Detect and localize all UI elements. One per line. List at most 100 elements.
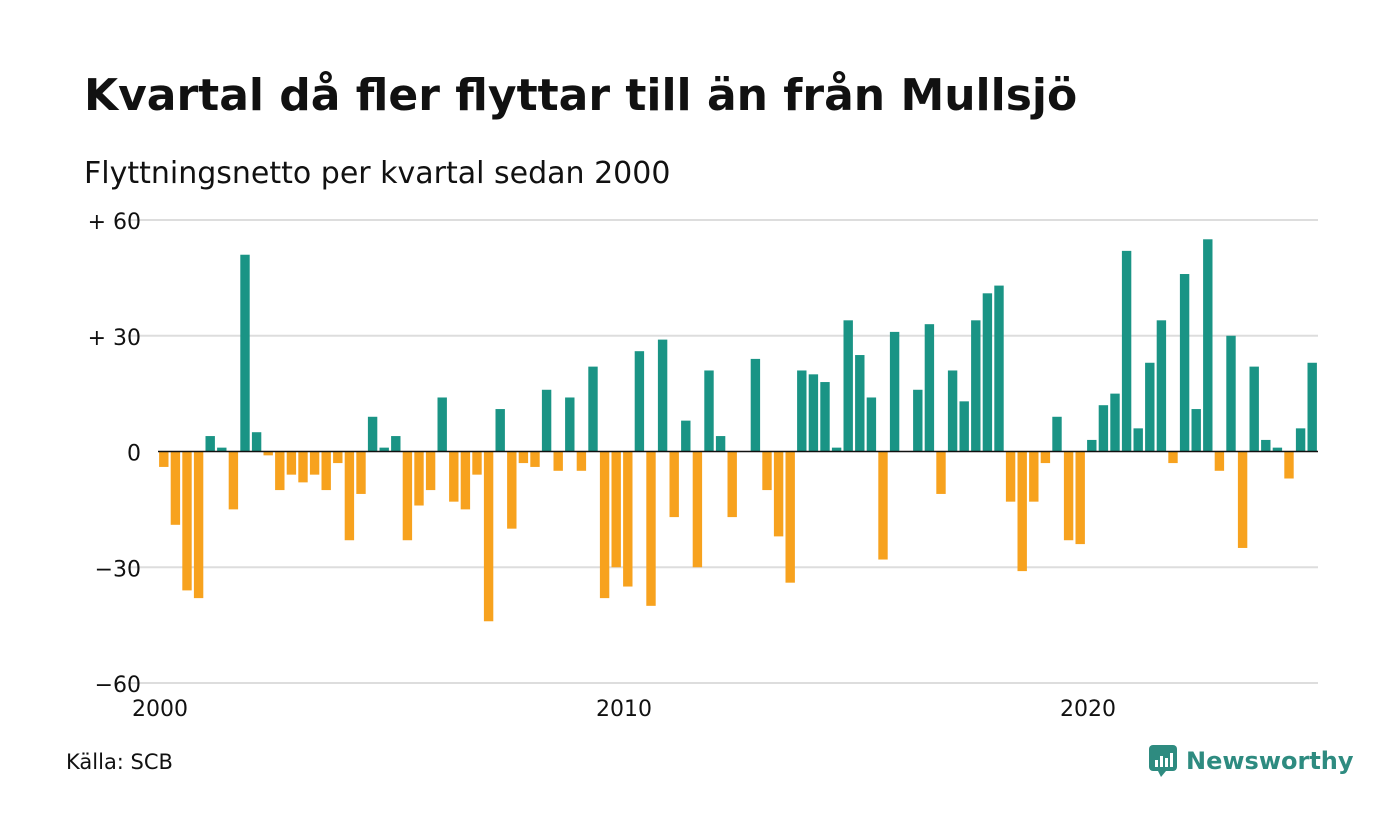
bar-60 bbox=[855, 355, 865, 452]
bar-89 bbox=[1191, 409, 1201, 452]
bar-24 bbox=[437, 397, 447, 452]
y-axis-labels: + 60 + 30 0 −30 −60 bbox=[88, 210, 141, 698]
bar-71 bbox=[982, 293, 993, 452]
bar-98 bbox=[1295, 428, 1306, 452]
bar-42 bbox=[646, 451, 656, 606]
bar-72 bbox=[994, 285, 1004, 452]
bar-81 bbox=[1098, 405, 1109, 452]
bar-96 bbox=[1272, 447, 1283, 452]
bar-12 bbox=[298, 451, 308, 483]
brand-logo: Newsworthy bbox=[1148, 744, 1354, 778]
bar-46 bbox=[692, 451, 703, 568]
chart-title: Kvartal då fler flyttar till än från Mul… bbox=[84, 70, 1078, 121]
bar-38 bbox=[599, 451, 610, 599]
bar-23 bbox=[425, 451, 436, 491]
bar-11 bbox=[286, 451, 297, 475]
bar-54 bbox=[785, 451, 795, 583]
bar-95 bbox=[1261, 439, 1271, 452]
bar-51 bbox=[750, 358, 761, 452]
bar-56 bbox=[808, 374, 819, 452]
bar-7 bbox=[240, 254, 250, 452]
bar-14 bbox=[321, 451, 331, 491]
bar-15 bbox=[333, 451, 343, 464]
bar-77 bbox=[1052, 416, 1062, 452]
bar-20 bbox=[391, 436, 401, 452]
bar-68 bbox=[947, 370, 958, 452]
bar-36 bbox=[576, 451, 587, 471]
y-tick-label: −30 bbox=[95, 557, 141, 582]
bar-82 bbox=[1110, 393, 1120, 452]
bar-62 bbox=[878, 451, 888, 560]
bar-17 bbox=[356, 451, 366, 494]
bar-67 bbox=[936, 451, 946, 494]
bar-25 bbox=[449, 451, 459, 502]
bar-16 bbox=[344, 451, 355, 541]
bar-3 bbox=[193, 451, 204, 599]
bar-30 bbox=[507, 451, 517, 529]
bar-6 bbox=[228, 451, 239, 510]
bar-35 bbox=[565, 397, 575, 452]
bar-73 bbox=[1005, 451, 1016, 502]
newsworthy-icon bbox=[1149, 745, 1177, 777]
bar-43 bbox=[657, 339, 668, 452]
bar-85 bbox=[1145, 362, 1155, 452]
bar-91 bbox=[1214, 451, 1225, 471]
bar-93 bbox=[1237, 451, 1248, 548]
bar-83 bbox=[1121, 250, 1132, 452]
bar-39 bbox=[611, 451, 621, 568]
bar-10 bbox=[275, 451, 285, 491]
bar-26 bbox=[460, 451, 471, 510]
bar-92 bbox=[1226, 335, 1236, 452]
bar-53 bbox=[773, 451, 784, 537]
bar-90 bbox=[1203, 239, 1213, 452]
bar-2 bbox=[182, 451, 192, 591]
x-axis-labels: 2000 2010 2020 bbox=[132, 697, 1116, 722]
bar-18 bbox=[367, 416, 378, 452]
bar-29 bbox=[495, 409, 505, 452]
bar-48 bbox=[715, 436, 726, 452]
bar-28 bbox=[483, 451, 494, 622]
x-tick-label: 2000 bbox=[132, 697, 188, 722]
bar-chart: + 60 + 30 0 −30 −60 2000 2010 2020 bbox=[88, 210, 1318, 722]
bar-52 bbox=[762, 451, 772, 491]
bar-57 bbox=[820, 382, 830, 452]
y-tick-label: −60 bbox=[95, 673, 141, 698]
bar-87 bbox=[1168, 451, 1178, 464]
bar-61 bbox=[866, 397, 877, 452]
bar-32 bbox=[530, 451, 540, 467]
bar-74 bbox=[1017, 451, 1027, 572]
bar-4 bbox=[205, 436, 215, 452]
bar-78 bbox=[1063, 451, 1074, 541]
bar-27 bbox=[472, 451, 482, 475]
y-tick-label: + 60 bbox=[88, 210, 141, 235]
bar-70 bbox=[971, 320, 981, 452]
x-tick-label: 2010 bbox=[596, 697, 652, 722]
bar-1 bbox=[170, 451, 181, 525]
bar-37 bbox=[588, 366, 598, 452]
bar-69 bbox=[959, 401, 969, 452]
bar-66 bbox=[924, 324, 935, 452]
bar-5 bbox=[217, 447, 227, 452]
bar-97 bbox=[1284, 451, 1294, 479]
x-tick-label: 2020 bbox=[1060, 697, 1116, 722]
brand-name: Newsworthy bbox=[1186, 747, 1354, 775]
y-tick-label: 0 bbox=[127, 442, 141, 467]
bar-13 bbox=[309, 451, 320, 475]
bar-34 bbox=[553, 451, 563, 471]
bar-63 bbox=[889, 331, 900, 452]
bar-75 bbox=[1029, 451, 1039, 502]
bar-47 bbox=[704, 370, 714, 452]
bar-21 bbox=[402, 451, 413, 541]
source-note: Källa: SCB bbox=[66, 750, 173, 774]
bar-94 bbox=[1249, 366, 1259, 452]
bar-8 bbox=[251, 432, 262, 452]
bar-79 bbox=[1075, 451, 1085, 545]
bar-84 bbox=[1133, 428, 1143, 452]
bar-99 bbox=[1307, 362, 1317, 452]
grid-lines bbox=[128, 219, 1318, 684]
bar-88 bbox=[1179, 274, 1190, 452]
bar-76 bbox=[1040, 451, 1051, 464]
bar-0 bbox=[159, 451, 169, 467]
bar-33 bbox=[541, 389, 552, 452]
bar-9 bbox=[263, 451, 273, 456]
